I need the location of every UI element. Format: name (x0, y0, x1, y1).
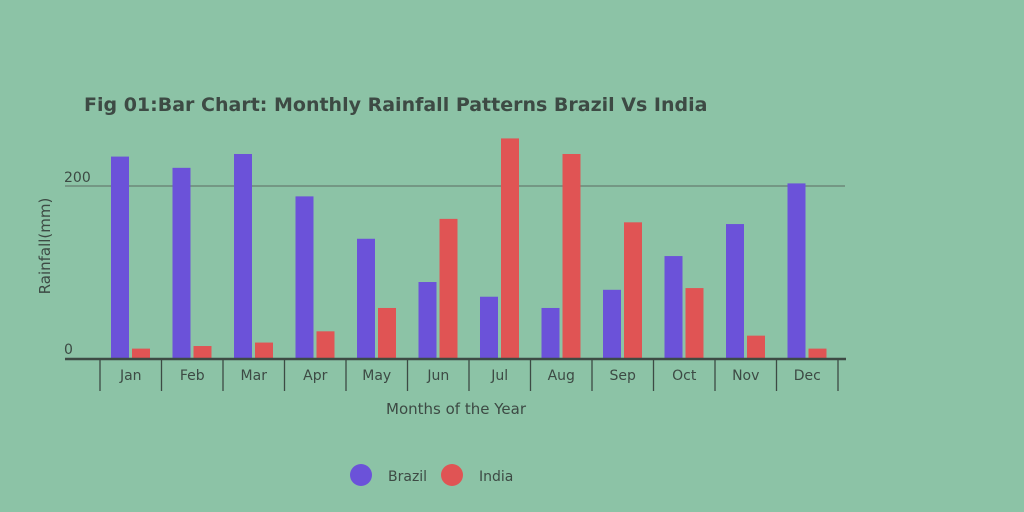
bar-india-dec (808, 348, 827, 359)
y-tick-200: 200 (64, 170, 91, 186)
bar-brazil-nov (726, 224, 744, 359)
legend-brazil-label: Brazil (388, 469, 427, 485)
bar-brazil-may (357, 238, 375, 359)
chart-title: Fig 01:Bar Chart: Monthly Rainfall Patte… (84, 94, 707, 116)
bar-brazil-jul (480, 296, 498, 359)
x-tick-label-nov: Nov (732, 368, 759, 384)
bar-brazil-jan (111, 156, 129, 359)
bar-india-may (378, 307, 396, 359)
bar-india-sep (624, 222, 642, 359)
legend-brazil-swatch (350, 464, 372, 486)
bar-india-nov (747, 335, 765, 359)
bar-brazil-aug (541, 307, 560, 359)
x-tick-label-mar: Mar (241, 368, 268, 384)
x-tick-label-jun: Jun (426, 368, 449, 384)
legend: Brazil India (350, 464, 513, 486)
legend-india-swatch (441, 464, 463, 486)
bar-india-mar (255, 342, 273, 359)
x-tick-label-sep: Sep (610, 368, 637, 384)
x-axis-label: Months of the Year (386, 400, 527, 418)
bar-india-jun (439, 218, 458, 359)
bar-india-apr (316, 331, 335, 359)
bar-brazil-dec (787, 183, 806, 359)
bar-india-jul (501, 138, 519, 359)
bar-brazil-oct (664, 256, 683, 359)
bar-india-aug (562, 153, 581, 359)
x-tick-label-jul: Jul (490, 368, 508, 384)
y-tick-0: 0 (64, 342, 73, 358)
x-tick-label-may: May (362, 368, 391, 384)
bar-india-oct (685, 288, 704, 359)
bar-india-feb (193, 346, 212, 359)
bar-brazil-sep (603, 289, 621, 359)
x-tick-label-oct: Oct (672, 368, 697, 384)
bar-brazil-feb (172, 167, 191, 359)
x-tick-label-jan: Jan (119, 368, 142, 384)
x-tick-label-dec: Dec (794, 368, 821, 384)
bar-brazil-apr (295, 196, 314, 359)
bar-india-jan (132, 348, 150, 359)
bar-brazil-mar (234, 153, 252, 359)
x-tick-label-feb: Feb (180, 368, 205, 384)
bar-brazil-jun (418, 282, 437, 359)
y-axis-label: Rainfall(mm) (36, 198, 54, 295)
legend-india-label: India (479, 469, 513, 485)
x-tick-label-aug: Aug (548, 368, 575, 384)
x-tick-label-apr: Apr (303, 368, 327, 384)
